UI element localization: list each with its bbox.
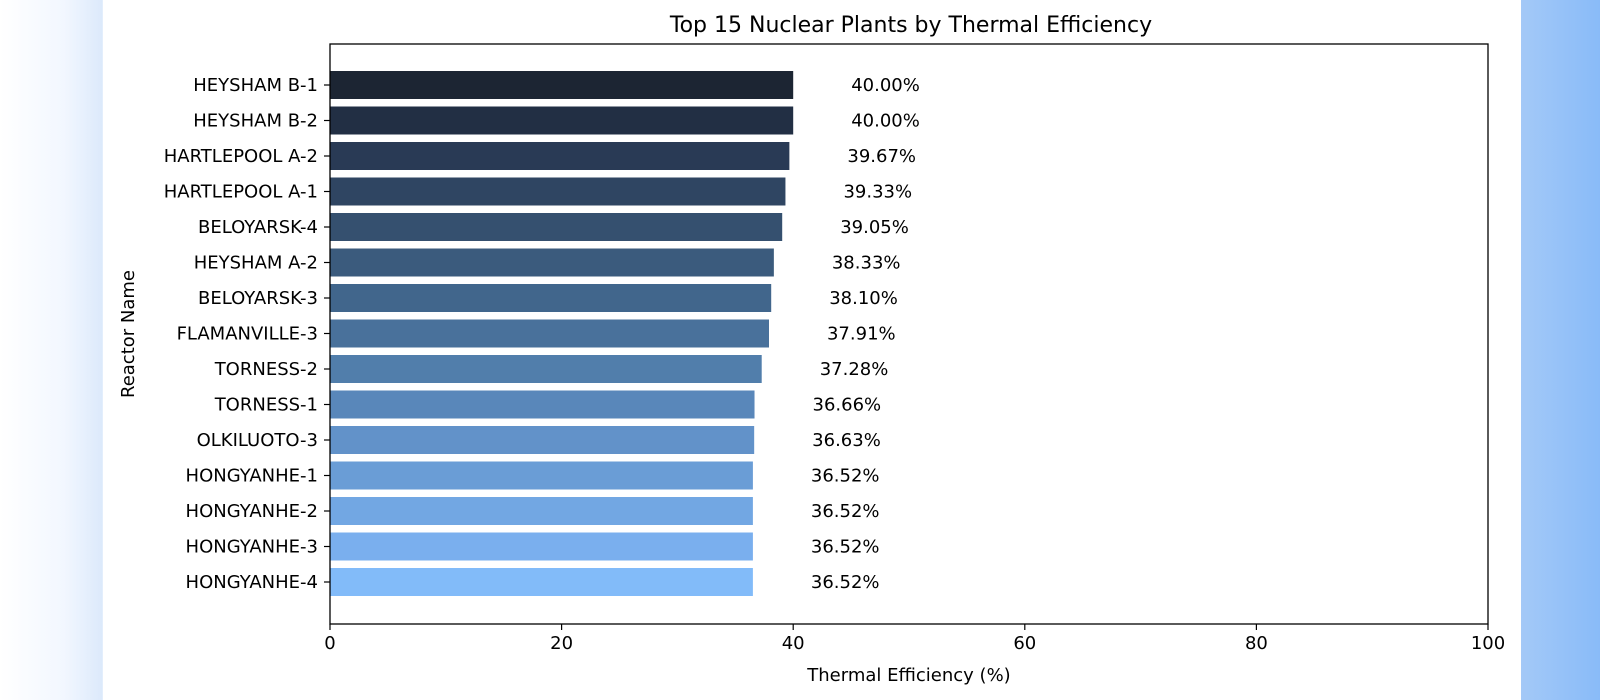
x-axis-label: Thermal Efficiency (%) <box>806 665 1010 686</box>
plot-frame <box>329 43 1489 625</box>
y-tick-label: HEYSHAM B-1 <box>193 75 318 96</box>
x-tick-label: 100 <box>1471 633 1505 654</box>
y-tick-label: HONGYANHE-1 <box>186 466 318 487</box>
bar-value-label: 39.33% <box>843 182 912 203</box>
bar <box>330 532 753 561</box>
x-tick-labels: 0 20 40 60 80 100 <box>324 624 1505 654</box>
x-tick-label: 60 <box>1013 633 1036 654</box>
bar <box>330 497 753 525</box>
bar-value-label: 36.63% <box>812 430 881 451</box>
y-tick-label: HONGYANHE-4 <box>186 572 318 593</box>
y-tick-label: HEYSHAM A-2 <box>194 253 318 274</box>
bars-group <box>330 71 794 596</box>
bar-value-label: 39.05% <box>840 217 909 238</box>
y-tick-labels: HEYSHAM B-1 HEYSHAM B-2 HARTLEPOOL A-2 HART… <box>164 75 330 593</box>
bar <box>330 355 762 383</box>
y-tick-label: FLAMANVILLE-3 <box>177 324 318 345</box>
bar <box>330 71 794 99</box>
y-tick-label: BELOYARSK-3 <box>198 288 318 309</box>
bar <box>330 461 753 490</box>
bar-value-label: 36.52% <box>811 501 880 522</box>
bar-value-label: 39.67% <box>847 146 916 167</box>
x-tick-label: 40 <box>782 633 805 654</box>
y-axis-label: Reactor Name <box>118 270 139 398</box>
chart-figure: Top 15 Nuclear Plants by Thermal Efficie… <box>103 0 1521 700</box>
bar <box>330 213 783 241</box>
bar-value-label: 37.28% <box>820 359 889 380</box>
bar-chart: Top 15 Nuclear Plants by Thermal Efficie… <box>118 13 1505 686</box>
bar-value-label: 40.00% <box>851 75 920 96</box>
bar <box>330 319 769 348</box>
y-tick-label: HARTLEPOOL A-2 <box>164 146 318 167</box>
y-tick-label: OLKILUOTO-3 <box>197 430 318 451</box>
bar-value-label: 40.00% <box>851 111 920 132</box>
bar <box>330 284 772 312</box>
x-tick-label: 20 <box>550 633 573 654</box>
chart-title: Top 15 Nuclear Plants by Thermal Efficie… <box>669 13 1152 38</box>
value-labels-group: 40.00% 40.00% 39.67% 39.33% 39.05% 38.33% 38.1… <box>811 75 920 593</box>
y-tick-label: BELOYARSK-4 <box>198 217 318 238</box>
bar <box>330 390 755 419</box>
bar-value-label: 38.33% <box>832 253 901 274</box>
x-tick-label: 80 <box>1245 633 1268 654</box>
bar <box>330 106 794 135</box>
bar-value-label: 36.52% <box>811 572 880 593</box>
bar-value-label: 36.66% <box>813 395 882 416</box>
y-tick-label: HONGYANHE-3 <box>186 537 318 558</box>
bar-value-label: 36.52% <box>811 537 880 558</box>
x-tick-label: 0 <box>324 633 335 654</box>
y-tick-label: HARTLEPOOL A-1 <box>164 182 318 203</box>
y-tick-label: TORNESS-1 <box>214 395 318 416</box>
y-tick-label: HEYSHAM B-2 <box>193 111 318 132</box>
y-tick-label: TORNESS-2 <box>214 359 318 380</box>
y-tick-label: HONGYANHE-2 <box>186 501 318 522</box>
bar-value-label: 36.52% <box>811 466 880 487</box>
bar <box>330 142 790 170</box>
bar <box>330 568 753 596</box>
bar-value-label: 37.91% <box>827 324 896 345</box>
bar <box>330 177 786 206</box>
bar <box>330 248 774 277</box>
bar <box>330 426 755 454</box>
bar-value-label: 38.10% <box>829 288 898 309</box>
